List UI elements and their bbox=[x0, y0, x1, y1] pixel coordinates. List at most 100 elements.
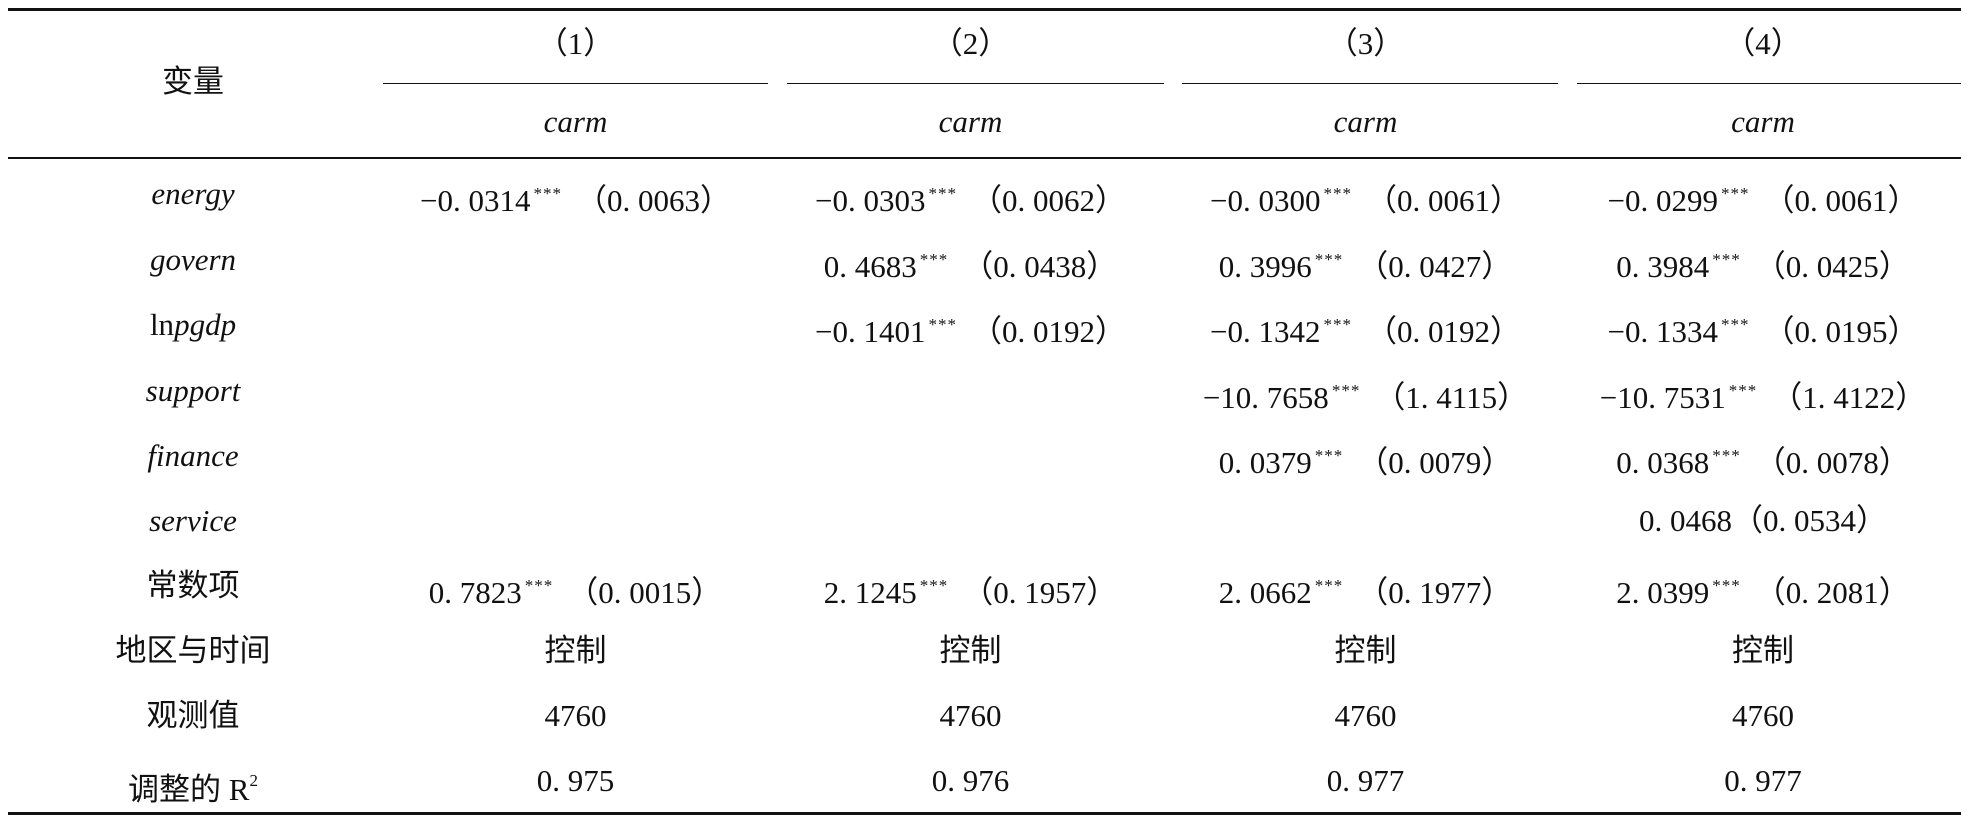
coefficient-value: −10. 7658 bbox=[1202, 380, 1329, 415]
standard-error: （0. 0062） bbox=[970, 183, 1126, 218]
coefficient-value: −0. 1342 bbox=[1210, 314, 1321, 349]
column-rule-1 bbox=[383, 83, 768, 84]
adj-r2-value: 0. 977 bbox=[1326, 763, 1405, 798]
significance-stars: *** bbox=[1323, 184, 1352, 203]
column-rule-4 bbox=[1577, 83, 1961, 84]
row-label-lnpgdp: lnpgdp bbox=[8, 305, 378, 345]
coefficient-cell: 0. 3984 *** （0. 0425） bbox=[1563, 240, 1963, 284]
significance-stars: *** bbox=[1323, 315, 1352, 334]
coefficient-cell: −0. 0300 *** （0. 0061） bbox=[1168, 174, 1563, 218]
coefficient-value: −0. 0303 bbox=[815, 183, 926, 218]
coefficient-cell: −0. 1334 *** （0. 0195） bbox=[1563, 305, 1963, 349]
coefficient-cell: 2. 1245 *** （0. 1957） bbox=[773, 566, 1168, 610]
coefficient-value: 0. 7823 bbox=[428, 575, 522, 610]
coefficient-cell: −10. 7658 *** （1. 4115） bbox=[1168, 371, 1563, 415]
adj-r2-label: 调整的 R bbox=[128, 772, 250, 807]
coefficient-value: −10. 7531 bbox=[1599, 380, 1726, 415]
header-rule bbox=[8, 157, 1961, 159]
coefficient-value: −0. 0300 bbox=[1210, 183, 1321, 218]
coefficient-value: 0. 3996 bbox=[1218, 249, 1312, 284]
observations-value: 4760 bbox=[544, 698, 607, 733]
standard-error: （0. 0061） bbox=[1365, 183, 1521, 218]
coefficient-cell: 0. 0379 *** （0. 0079） bbox=[1168, 436, 1563, 480]
column-number: （4） bbox=[1724, 26, 1802, 61]
significance-stars: *** bbox=[1314, 446, 1344, 465]
coefficient-value: 2. 0662 bbox=[1218, 575, 1312, 610]
row-label-constant: 常数项 bbox=[146, 568, 240, 603]
standard-error: （0. 0015） bbox=[567, 575, 723, 610]
row-label-prefix: ln bbox=[149, 307, 175, 342]
coefficient-cell: −0. 0314 *** （0. 0063） bbox=[378, 174, 773, 218]
standard-error: （0. 0063） bbox=[575, 183, 731, 218]
coefficient-cell: 0. 4683 *** （0. 0438） bbox=[773, 240, 1168, 284]
standard-error: （0. 0425） bbox=[1754, 249, 1910, 284]
significance-stars: *** bbox=[1331, 381, 1361, 400]
column-number: （3） bbox=[1326, 26, 1405, 61]
significance-stars: *** bbox=[1712, 576, 1741, 595]
standard-error: （0. 0078） bbox=[1754, 445, 1910, 480]
coefficient-cell: −0. 1342 *** （0. 0192） bbox=[1168, 305, 1563, 349]
controls-value: 控制 bbox=[1334, 633, 1397, 668]
coefficient-cell: 0. 0368 *** （0. 0078） bbox=[1563, 436, 1963, 480]
coefficient-value: −0. 0299 bbox=[1607, 183, 1718, 218]
column-number: （2） bbox=[931, 26, 1010, 61]
row-label-controls: 地区与时间 bbox=[115, 633, 271, 668]
coefficient-cell: 0. 3996 *** （0. 0427） bbox=[1168, 240, 1563, 284]
row-label-govern: govern bbox=[149, 242, 237, 277]
significance-stars: *** bbox=[1314, 250, 1344, 269]
row-label-adj-r2: 调整的 R2 bbox=[8, 761, 378, 807]
standard-error: （0. 0192） bbox=[970, 314, 1126, 349]
significance-stars: *** bbox=[533, 184, 562, 203]
dependent-variable: carm bbox=[543, 104, 608, 139]
standard-error: （1. 4122） bbox=[1771, 380, 1927, 415]
row-label-name: pgdp bbox=[174, 307, 237, 342]
significance-stars: *** bbox=[524, 576, 554, 595]
coefficient-cell: −0. 0303 *** （0. 0062） bbox=[773, 174, 1168, 218]
coefficient-value: −0. 0314 bbox=[420, 183, 531, 218]
standard-error: （1. 4115） bbox=[1374, 380, 1529, 415]
coefficient-cell: 2. 0399 *** （0. 2081） bbox=[1563, 566, 1963, 610]
observations-value: 4760 bbox=[1732, 698, 1794, 733]
observations-value: 4760 bbox=[939, 698, 1002, 733]
significance-stars: *** bbox=[1712, 250, 1741, 269]
significance-stars: *** bbox=[919, 250, 949, 269]
column-rule-2 bbox=[787, 83, 1164, 84]
standard-error: （0. 0195） bbox=[1763, 314, 1919, 349]
standard-error: （0. 1957） bbox=[962, 575, 1118, 610]
column-number: （1） bbox=[536, 26, 615, 61]
controls-value: 控制 bbox=[1732, 633, 1794, 668]
significance-stars: *** bbox=[1728, 381, 1758, 400]
significance-stars: *** bbox=[928, 184, 957, 203]
coefficient-value: 0. 3984 bbox=[1616, 249, 1710, 284]
adj-r2-superscript: 2 bbox=[249, 771, 258, 790]
row-label-service: service bbox=[149, 503, 237, 538]
standard-error: （0. 1977） bbox=[1357, 575, 1513, 610]
standard-error: （0. 0192） bbox=[1365, 314, 1521, 349]
significance-stars: *** bbox=[1314, 576, 1344, 595]
row-label-support: support bbox=[145, 373, 241, 408]
stub-header: 变量 bbox=[162, 64, 224, 99]
top-rule bbox=[8, 8, 1961, 11]
row-label-finance: finance bbox=[147, 438, 239, 473]
coefficient-cell: 0. 0468（0. 0534） bbox=[1563, 501, 1963, 541]
row-label-observations: 观测值 bbox=[146, 698, 240, 733]
coefficient-value: 2. 1245 bbox=[823, 575, 917, 610]
significance-stars: *** bbox=[919, 576, 949, 595]
coefficient-value: 0. 0368 bbox=[1616, 445, 1710, 480]
significance-stars: *** bbox=[928, 315, 957, 334]
coefficient-value: −0. 1401 bbox=[815, 314, 926, 349]
significance-stars: *** bbox=[1712, 446, 1741, 465]
adj-r2-value: 0. 975 bbox=[536, 763, 615, 798]
standard-error: （0. 0061） bbox=[1763, 183, 1919, 218]
observations-value: 4760 bbox=[1334, 698, 1397, 733]
standard-error: （0. 0438） bbox=[962, 249, 1118, 284]
standard-error: （0. 2081） bbox=[1754, 575, 1910, 610]
coefficient-cell: −0. 1401 *** （0. 0192） bbox=[773, 305, 1168, 349]
standard-error: （0. 0427） bbox=[1357, 249, 1513, 284]
standard-error: （0. 0534） bbox=[1732, 503, 1887, 538]
dependent-variable: carm bbox=[938, 104, 1003, 139]
standard-error: （0. 0079） bbox=[1357, 445, 1513, 480]
adj-r2-value: 0. 977 bbox=[1724, 763, 1802, 798]
row-label-energy: energy bbox=[151, 176, 235, 211]
significance-stars: *** bbox=[1720, 315, 1750, 334]
